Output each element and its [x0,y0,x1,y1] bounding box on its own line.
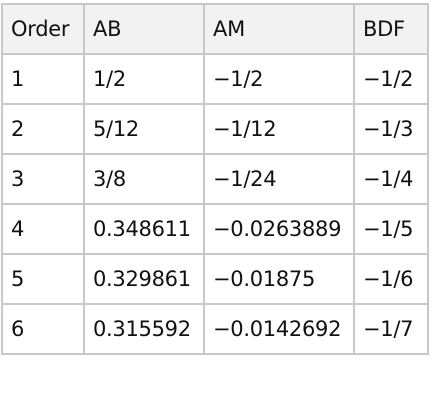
coefficients-table-container: Order AB AM BDF 1 1/2 −1/2 −1/2 2 5/12 −… [1,3,429,355]
cell-am: −1/24 [203,153,355,205]
column-header-am: AM [203,3,355,55]
cell-order: 6 [1,303,85,355]
table-row: 2 5/12 −1/12 −1/3 [1,103,429,155]
cell-am: −0.0142692 [203,303,355,355]
column-header-bdf: BDF [353,3,429,55]
cell-order: 2 [1,103,85,155]
table-row: 3 3/8 −1/24 −1/4 [1,153,429,205]
cell-order: 3 [1,153,85,205]
cell-bdf: −1/7 [353,303,429,355]
cell-am: −1/12 [203,103,355,155]
cell-order: 1 [1,53,85,105]
cell-bdf: −1/6 [353,253,429,305]
cell-ab: 0.348611 [83,203,205,255]
cell-am: −0.0263889 [203,203,355,255]
cell-order: 5 [1,253,85,305]
cell-bdf: −1/5 [353,203,429,255]
cell-ab: 1/2 [83,53,205,105]
cell-bdf: −1/3 [353,103,429,155]
header-row: Order AB AM BDF [1,3,429,55]
cell-bdf: −1/4 [353,153,429,205]
cell-ab: 0.329861 [83,253,205,305]
table-row: 1 1/2 −1/2 −1/2 [1,53,429,105]
cell-ab: 0.315592 [83,303,205,355]
column-header-ab: AB [83,3,205,55]
table-row: 6 0.315592 −0.0142692 −1/7 [1,303,429,355]
cell-am: −1/2 [203,53,355,105]
cell-ab: 3/8 [83,153,205,205]
cell-order: 4 [1,203,85,255]
table-row: 4 0.348611 −0.0263889 −1/5 [1,203,429,255]
cell-bdf: −1/2 [353,53,429,105]
column-header-order: Order [1,3,85,55]
table-row: 5 0.329861 −0.01875 −1/6 [1,253,429,305]
cell-ab: 5/12 [83,103,205,155]
cell-am: −0.01875 [203,253,355,305]
coefficients-table: Order AB AM BDF 1 1/2 −1/2 −1/2 2 5/12 −… [1,3,429,355]
